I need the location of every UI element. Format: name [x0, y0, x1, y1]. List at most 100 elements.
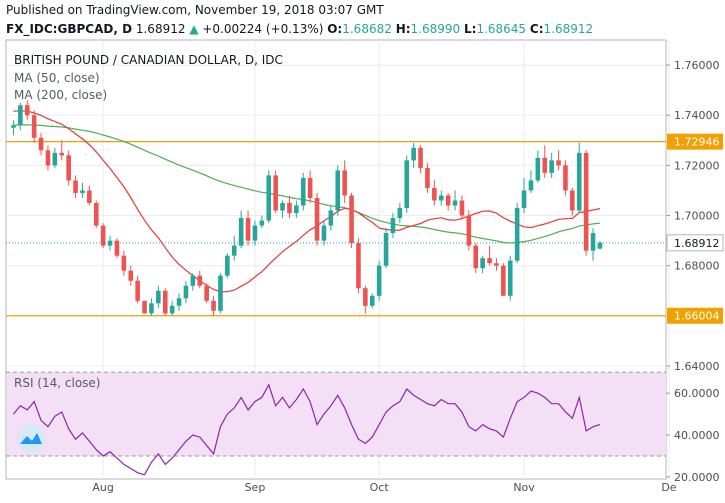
candle[interactable] — [273, 170, 278, 214]
candle[interactable] — [80, 182, 85, 198]
candle[interactable] — [356, 238, 361, 294]
candle[interactable] — [135, 275, 140, 304]
candle[interactable] — [142, 300, 147, 314]
candle[interactable] — [314, 192, 320, 246]
candle[interactable] — [100, 223, 106, 249]
candle[interactable] — [121, 250, 127, 276]
candle[interactable] — [404, 155, 410, 214]
candle[interactable] — [73, 175, 78, 198]
candle[interactable] — [266, 170, 272, 224]
candle[interactable] — [363, 285, 368, 314]
candle[interactable] — [31, 110, 37, 143]
candle[interactable] — [45, 145, 51, 171]
candle[interactable] — [156, 285, 161, 309]
candle[interactable] — [473, 243, 479, 274]
candle[interactable] — [542, 145, 548, 178]
candle[interactable] — [507, 255, 513, 301]
candle[interactable] — [459, 195, 465, 219]
candle[interactable] — [307, 170, 313, 203]
candle[interactable] — [197, 270, 203, 289]
candle[interactable] — [211, 295, 216, 316]
candle[interactable] — [321, 220, 327, 246]
candle[interactable] — [52, 147, 58, 168]
candle[interactable] — [183, 280, 189, 304]
candle[interactable] — [107, 235, 113, 251]
candle[interactable] — [300, 172, 306, 211]
candle[interactable] — [411, 142, 416, 168]
candle[interactable] — [570, 187, 575, 216]
candle[interactable] — [528, 170, 534, 193]
candle[interactable] — [87, 185, 92, 206]
symbol-label[interactable]: FX_IDC:GBPCAD, D — [6, 22, 133, 36]
candle[interactable] — [259, 215, 265, 229]
candle[interactable] — [38, 132, 44, 156]
candle[interactable] — [18, 102, 23, 131]
candle[interactable] — [149, 298, 154, 316]
candle[interactable] — [549, 152, 554, 178]
candle[interactable] — [576, 142, 582, 214]
candle[interactable] — [342, 160, 347, 203]
candle-body — [356, 243, 361, 289]
candle[interactable] — [225, 253, 230, 279]
candle[interactable] — [535, 150, 541, 183]
candle[interactable] — [294, 200, 299, 219]
candle[interactable] — [245, 210, 251, 246]
candle[interactable] — [445, 192, 451, 211]
candle[interactable] — [114, 238, 120, 259]
candle[interactable] — [59, 140, 65, 161]
candle-body — [18, 105, 23, 126]
candle[interactable] — [190, 273, 196, 291]
candle[interactable] — [521, 177, 527, 214]
candle[interactable] — [418, 145, 423, 173]
candle[interactable] — [425, 162, 430, 193]
quote-line: FX_IDC:GBPCAD, D 1.68912 ▲ +0.00224 (+0.… — [6, 22, 593, 36]
candle[interactable] — [128, 265, 134, 286]
candle-body — [128, 270, 134, 281]
candle[interactable] — [238, 210, 244, 249]
candle[interactable] — [466, 210, 472, 251]
candle[interactable] — [487, 245, 492, 266]
candle[interactable] — [280, 200, 285, 219]
candle[interactable] — [204, 283, 209, 304]
candle-body — [231, 245, 237, 256]
candle[interactable] — [24, 100, 30, 121]
candle-body — [549, 160, 554, 173]
candle-body — [528, 180, 534, 191]
candle[interactable] — [231, 235, 237, 261]
candle[interactable] — [556, 150, 561, 171]
time-tick-label: Oct — [370, 481, 390, 494]
candle[interactable] — [494, 258, 499, 271]
candle-body — [425, 167, 430, 188]
candle-body — [556, 160, 561, 166]
candle[interactable] — [390, 213, 396, 239]
candle[interactable] — [349, 192, 354, 249]
candle[interactable] — [452, 190, 458, 211]
candle[interactable] — [432, 180, 437, 206]
candle[interactable] — [218, 273, 223, 314]
candle[interactable] — [162, 288, 168, 316]
candle[interactable] — [514, 203, 520, 264]
candle[interactable] — [11, 120, 16, 136]
candle[interactable] — [397, 203, 403, 224]
candle-body — [183, 285, 189, 299]
candle[interactable] — [369, 293, 375, 309]
candle[interactable] — [176, 293, 182, 311]
candle[interactable] — [376, 260, 382, 301]
candle[interactable] — [93, 200, 99, 229]
candle-body — [93, 203, 99, 226]
candle[interactable] — [383, 228, 389, 269]
candle[interactable] — [597, 240, 603, 250]
candle[interactable] — [480, 255, 485, 274]
candle[interactable] — [328, 205, 334, 231]
candle[interactable] — [563, 160, 568, 196]
candle[interactable] — [66, 150, 71, 186]
candle[interactable] — [169, 300, 175, 316]
candle[interactable] — [252, 220, 258, 246]
candle[interactable] — [287, 195, 292, 219]
candle[interactable] — [583, 150, 589, 256]
candle[interactable] — [501, 263, 506, 296]
candle[interactable] — [335, 165, 341, 216]
candle[interactable] — [438, 190, 444, 206]
candle[interactable] — [590, 228, 596, 261]
